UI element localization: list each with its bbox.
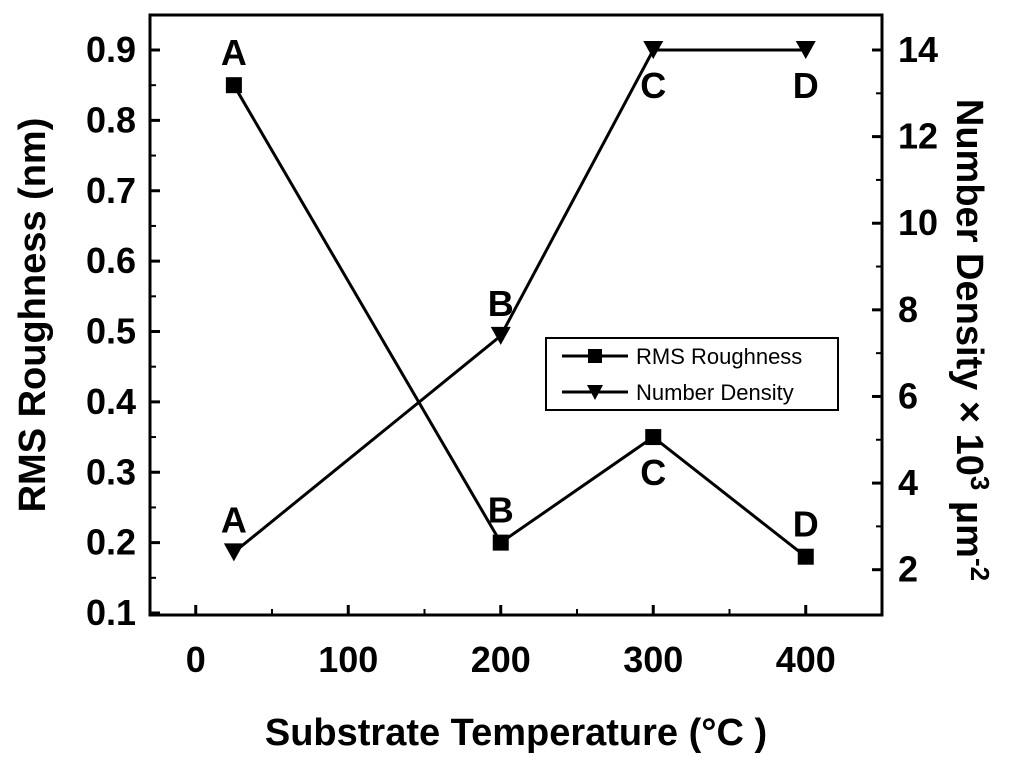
y-left-tick-label: 0.2	[86, 522, 136, 563]
data-point-rms	[225, 77, 242, 94]
y-right-tick-label: 12	[898, 116, 938, 157]
y-right-tick-label: 8	[898, 289, 918, 330]
data-point-density	[795, 41, 816, 59]
y-right-tick-label: 6	[898, 375, 918, 416]
legend: RMS Roughness Number Density	[545, 337, 839, 411]
point-label: A	[221, 32, 247, 73]
data-point-rms	[492, 534, 509, 551]
y-left-tick-label: 0.7	[86, 170, 136, 211]
y-axis-right-title: Number Density × 103 μm-2	[948, 99, 995, 581]
y-right-tick-label: 14	[898, 29, 938, 70]
y-right-tick-label: 4	[898, 462, 918, 503]
point-label: D	[793, 65, 819, 106]
y-axis-left: 0.1 0.2 0.3 0.4 0.5 0.6 0.7 0.8 0.9	[86, 29, 160, 633]
y-left-tick-label: 0.4	[86, 381, 136, 422]
x-axis: 0 100 200 300 400	[186, 605, 836, 680]
y-axis-right-title-base: Number Density × 10	[948, 99, 990, 476]
x-tick-label: 400	[776, 639, 836, 680]
point-label: B	[488, 490, 514, 531]
y-left-tick-label: 0.5	[86, 311, 136, 352]
point-label: B	[488, 283, 514, 324]
legend-label-density: Number Density	[636, 380, 794, 405]
x-tick-label: 200	[471, 639, 531, 680]
x-axis-title: Substrate Temperature (°C )	[265, 712, 767, 754]
legend-marker-rms	[588, 349, 602, 363]
legend-marker-density	[587, 385, 603, 400]
x-tick-label: 300	[623, 639, 683, 680]
y-axis-right-title-exp2: -2	[965, 558, 995, 581]
y-left-tick-label: 0.3	[86, 451, 136, 492]
point-label: A	[221, 499, 247, 540]
x-tick-label: 0	[186, 639, 206, 680]
data-point-density	[223, 543, 244, 562]
point-label: D	[793, 504, 819, 545]
y-axis-right-title-exp1: 3	[965, 476, 995, 490]
y-right-tick-label: 10	[898, 202, 938, 243]
series-line-rms-roughness	[232, 84, 807, 558]
y-left-tick-label: 0.8	[86, 99, 136, 140]
y-axis-right-title-unit: μm	[948, 490, 990, 558]
y-axis-left-title: RMS Roughness (nm)	[12, 118, 54, 513]
data-point-rms	[645, 429, 662, 446]
y-left-tick-label: 0.1	[86, 592, 136, 633]
point-labels: A B C D A B C D	[221, 32, 819, 545]
y-left-tick-label: 0.6	[86, 240, 136, 281]
plot-frame	[148, 13, 884, 617]
legend-label-rms: RMS Roughness	[636, 344, 802, 369]
series-line-number-density	[232, 48, 806, 554]
y-axis-right: 2 4 6 8 10 12 14	[872, 29, 938, 590]
data-point-rms	[797, 548, 814, 565]
y-right-tick-label: 2	[898, 549, 918, 590]
y-left-tick-label: 0.9	[86, 29, 136, 70]
point-label: C	[640, 65, 666, 106]
x-tick-label: 100	[318, 639, 378, 680]
data-point-density	[490, 326, 511, 345]
point-label: C	[640, 452, 666, 493]
series-layer	[223, 41, 816, 565]
data-point-density	[643, 41, 664, 59]
